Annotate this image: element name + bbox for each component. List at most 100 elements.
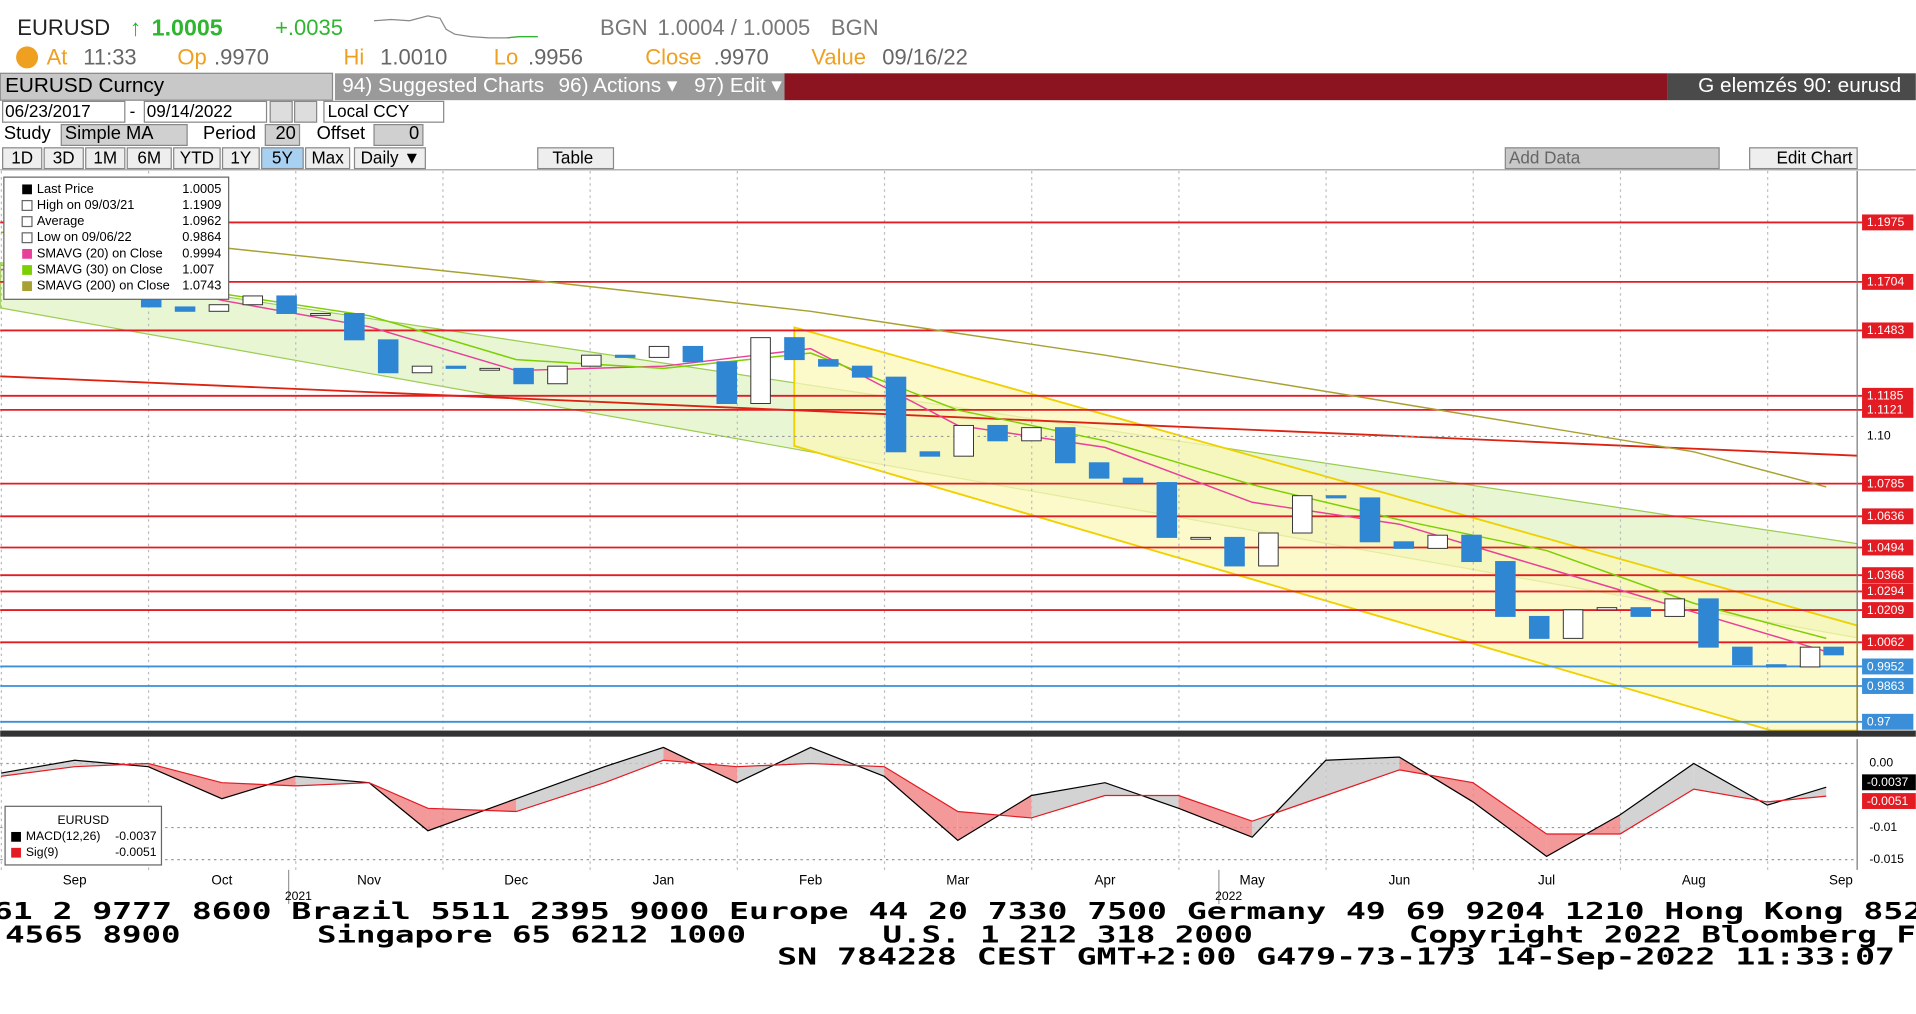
range-button[interactable] [221, 147, 260, 170]
legend-swatch [21, 199, 33, 211]
macd-legend-box [4, 805, 163, 866]
study-box[interactable] [60, 124, 188, 146]
add-data: Add Data [1509, 148, 1581, 167]
candle [479, 367, 501, 371]
candle [1156, 482, 1178, 538]
value-label: -0.0051 [1867, 794, 1909, 808]
legend-swatch [21, 216, 33, 228]
next-button[interactable] [294, 100, 318, 123]
period: 20 [275, 122, 295, 143]
macd-fill [1325, 757, 1400, 796]
candle [513, 367, 534, 385]
offset-box[interactable] [373, 124, 424, 146]
currency-box[interactable] [323, 100, 445, 123]
candle [344, 313, 365, 341]
legend-value: 1.007 [182, 261, 214, 276]
legend-value: 1.0743 [182, 278, 221, 293]
candle [1528, 615, 1550, 639]
range-button[interactable] [85, 147, 126, 170]
level-label: 1.0209 [1867, 603, 1905, 617]
x-tick-label: Jul [1538, 872, 1555, 887]
menu[interactable]: 96) Actions ▾ [559, 74, 678, 97]
end-date: 09/14/2022 [147, 102, 233, 121]
add-data-box[interactable] [1504, 147, 1720, 170]
candle [885, 376, 907, 453]
security: EURUSD Curncy [5, 74, 165, 97]
range-label: 1M [93, 148, 117, 167]
range-button[interactable] [173, 147, 221, 170]
level-box [1862, 567, 1914, 584]
legend-label: MACD(12,26) [26, 829, 101, 843]
field-label: Close [645, 44, 701, 69]
candle [1495, 561, 1516, 617]
level-box [1862, 678, 1914, 694]
candle [1799, 646, 1821, 668]
candle [851, 365, 873, 378]
range-label: 5Y [272, 148, 294, 167]
net-change: +.0035 [275, 15, 343, 40]
date-sep: - [130, 102, 136, 121]
bid-ask: 1.0004 / 1.0005 [657, 15, 810, 40]
candle [953, 424, 974, 457]
level-box [1862, 713, 1914, 730]
period-label: Period [203, 122, 256, 143]
edit-chart-button[interactable] [1749, 147, 1858, 170]
legend-label: Low on 09/06/22 [37, 229, 132, 244]
range-button[interactable] [2, 147, 43, 170]
range-label: 1Y [230, 148, 252, 167]
period-box[interactable] [264, 124, 301, 146]
value-box [1862, 774, 1916, 791]
end-date-box[interactable] [143, 100, 268, 123]
menu[interactable]: 94) Suggested Charts [342, 74, 544, 97]
range-label: 3D [53, 148, 75, 167]
level-box [1862, 602, 1914, 618]
y-tick-label: -0.01 [1869, 820, 1897, 834]
menu-bar [334, 73, 785, 101]
panel-separator [0, 730, 1916, 737]
range-button[interactable] [261, 147, 304, 170]
study: Simple MA [65, 122, 154, 143]
title-bar [784, 73, 1668, 101]
x-tick-label: Aug [1682, 872, 1706, 887]
candle [919, 451, 941, 457]
level-box [1862, 658, 1914, 675]
candle [1325, 495, 1347, 499]
candle [1258, 532, 1279, 567]
candle [377, 339, 399, 374]
candle [411, 365, 433, 374]
field-label: Op [177, 44, 206, 69]
macd-line [1, 759, 1827, 835]
candle [1393, 541, 1415, 549]
candle [1291, 495, 1313, 534]
macd-fill [1031, 782, 1106, 818]
menu[interactable]: 97) Edit ▾ [694, 74, 782, 97]
value-box [1862, 793, 1916, 809]
macd-fill [1472, 782, 1547, 857]
frequency-box[interactable] [353, 147, 426, 170]
candle [581, 354, 602, 367]
legend-label: Last Price [37, 181, 94, 196]
range-button[interactable] [43, 147, 84, 170]
level-label: 1.0494 [1867, 540, 1905, 554]
x-tick-label: Feb [799, 872, 822, 887]
range-button[interactable] [126, 147, 172, 170]
candle [547, 365, 568, 385]
legend-swatch [11, 831, 21, 842]
x-tick-label: Jan [653, 872, 675, 887]
security-box[interactable] [0, 72, 334, 101]
field-value: 09/16/22 [882, 44, 968, 69]
x-tick-label: Apr [1095, 872, 1116, 887]
field-value: .9956 [528, 44, 583, 69]
candle [1823, 646, 1844, 656]
table-button[interactable] [537, 147, 615, 170]
candle [784, 337, 805, 361]
prev-button[interactable] [269, 100, 293, 123]
level-label: 1.0368 [1867, 568, 1905, 582]
level-label: 0.9952 [1867, 659, 1905, 673]
legend-swatch [22, 265, 32, 275]
macd-fill [1620, 763, 1694, 834]
start-date-box[interactable] [2, 100, 126, 123]
legend-swatch [22, 281, 32, 292]
function: G elemzés 90: eurusd [1698, 74, 1901, 97]
range-button[interactable] [305, 147, 351, 170]
